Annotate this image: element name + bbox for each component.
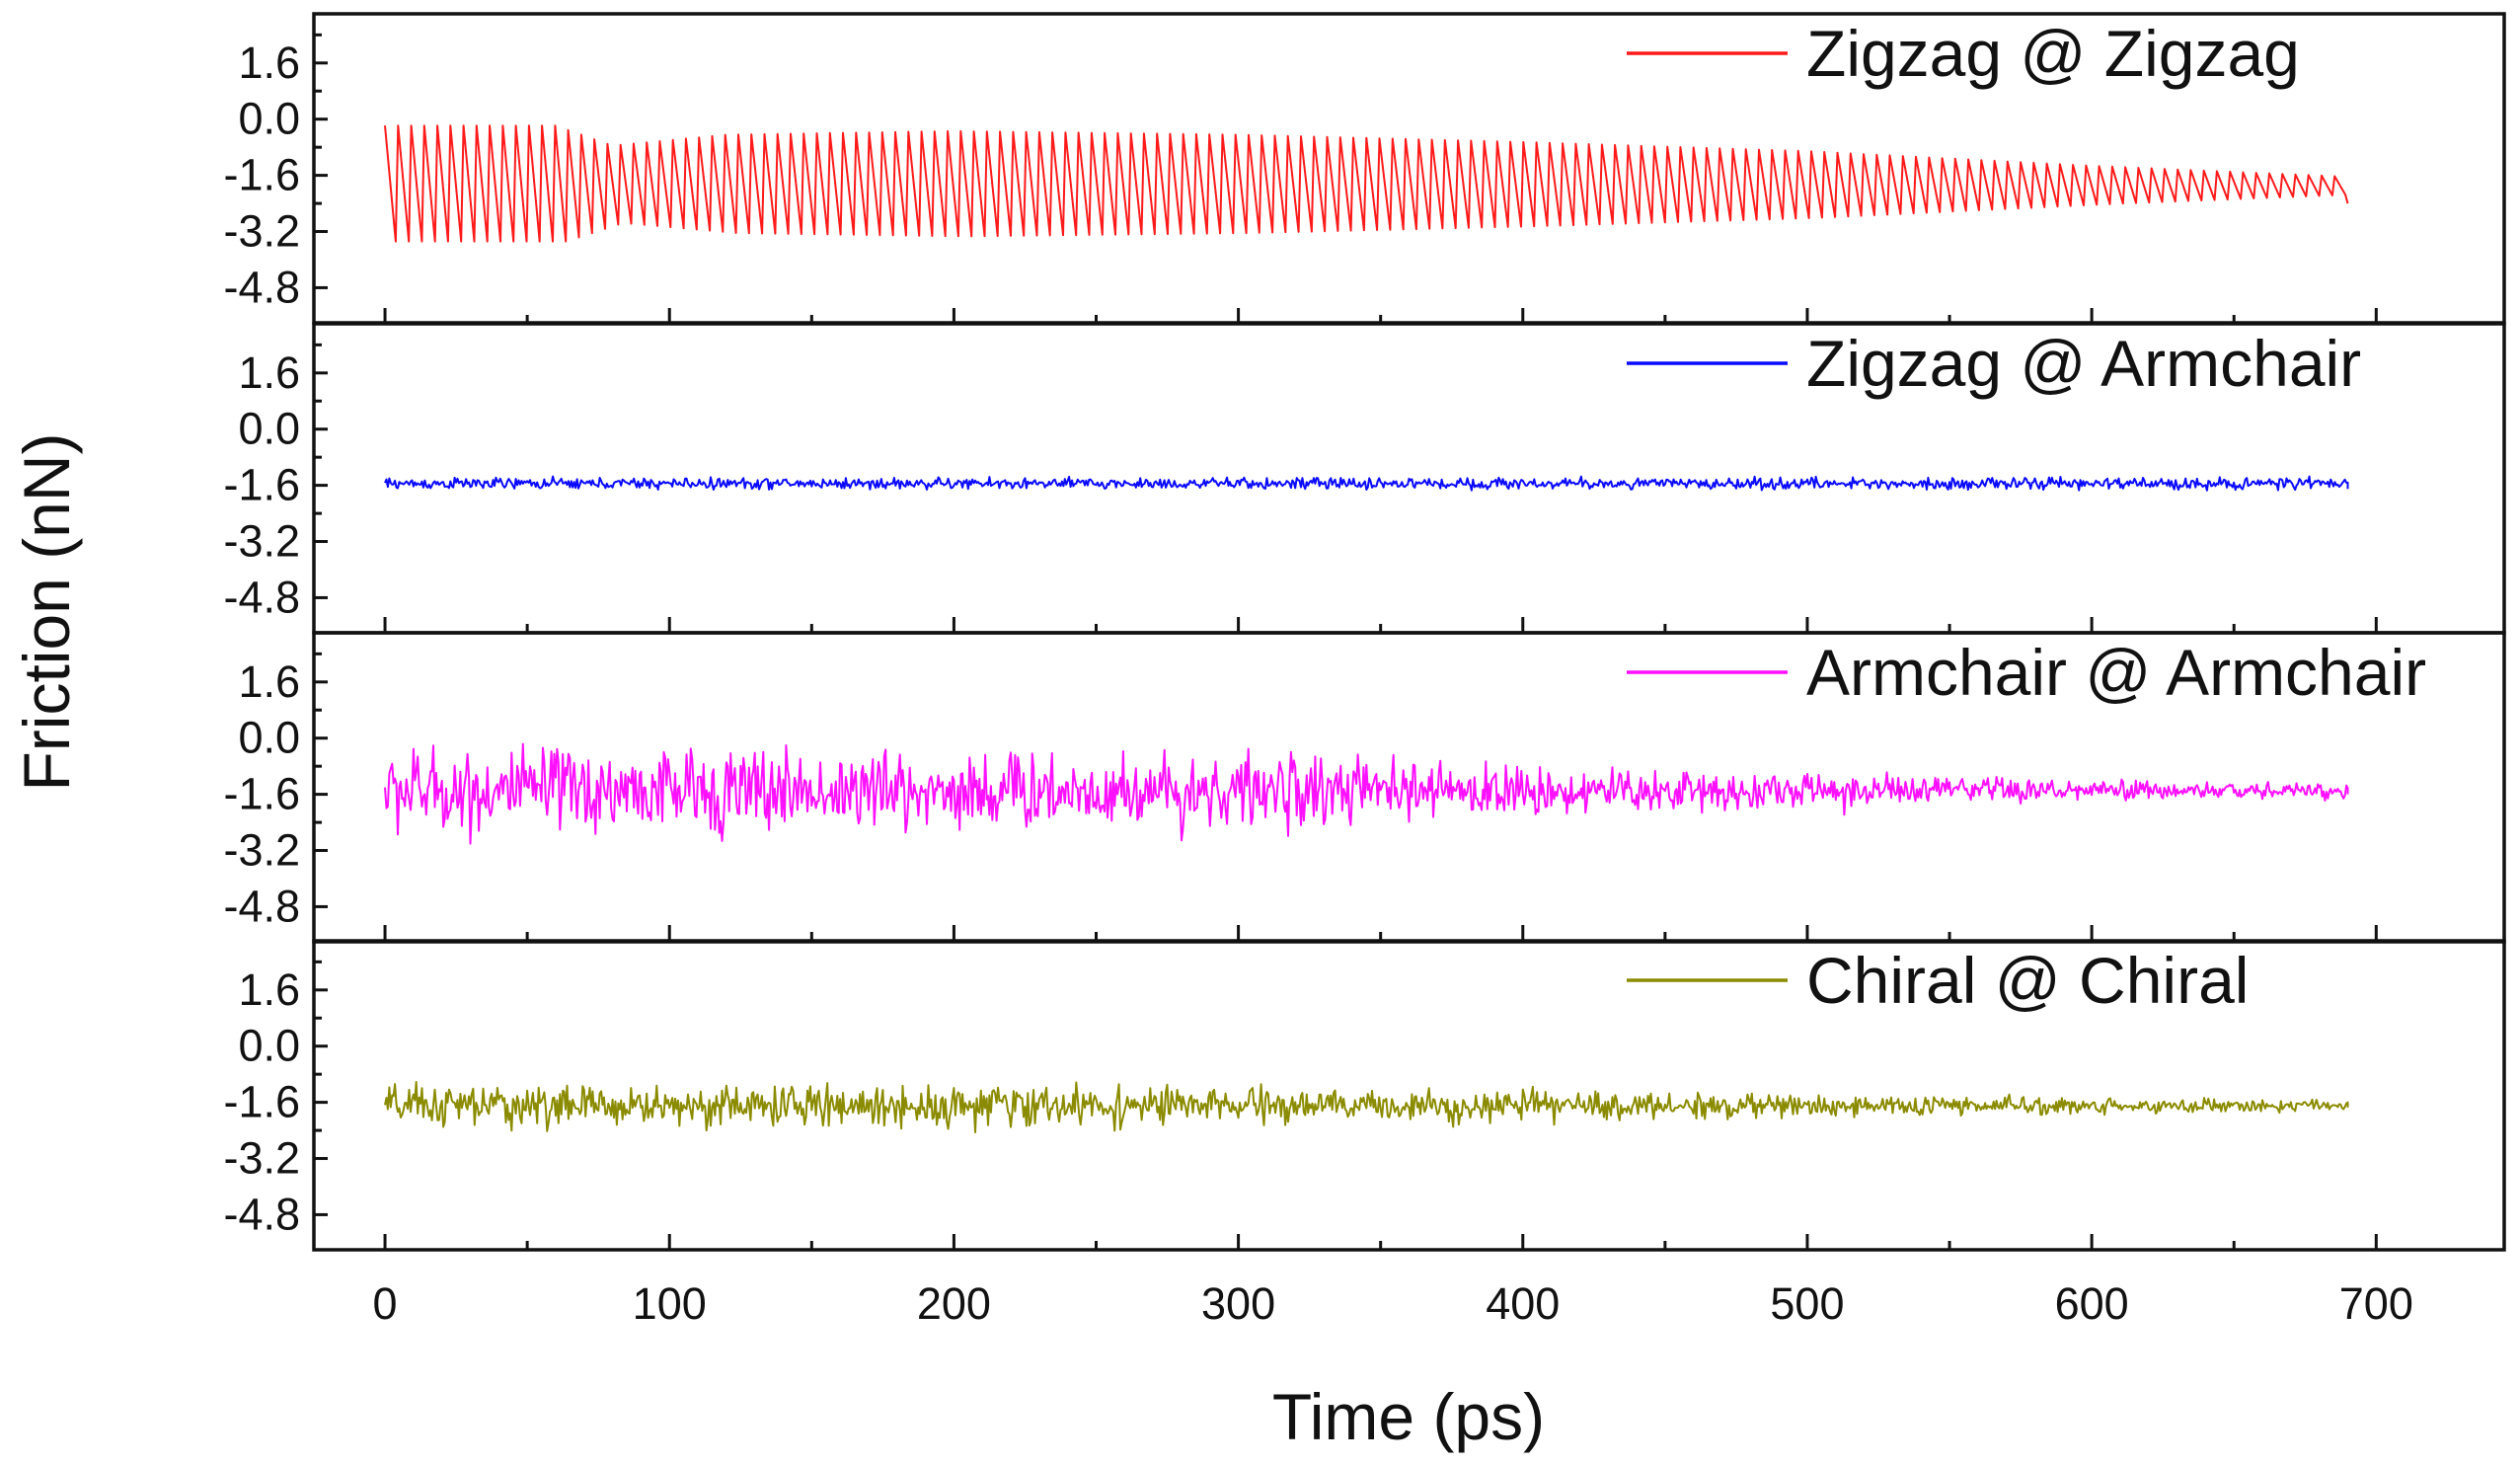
y-tick-label: -3.2	[223, 516, 300, 567]
x-tick-label: 500	[1770, 1278, 1844, 1329]
x-tick-label: 300	[1201, 1278, 1275, 1329]
y-tick-label: -1.6	[223, 769, 300, 819]
x-tick-label: 600	[2055, 1278, 2129, 1329]
series-line-armchair-on-armchair	[384, 742, 2349, 845]
panel-armchair-on-armchair: 1.6 0.0 -1.6 -3.2-4.8 Armchair @ Armchair	[223, 631, 2506, 944]
legend-label-armchair-on-armchair: Armchair @ Armchair	[1806, 636, 2426, 709]
panel-zigzag-on-armchair: 1.6 0.0 -1.6 -3.2-4.8 Zigzag @ Armchair	[223, 322, 2506, 635]
y-tick-label: 1.6	[238, 964, 300, 1015]
y-tick-label: -1.6	[223, 460, 300, 510]
y-tick-label: -3.2	[223, 1133, 300, 1184]
y-tick-label: -4.8	[223, 881, 300, 931]
y-tick-label: 0.0	[238, 94, 300, 144]
x-axis: 0 100 200 300 400 500 600 700	[373, 308, 2413, 1329]
y-tick-label: 0.0	[238, 1021, 300, 1071]
x-tick-label: 400	[1486, 1278, 1560, 1329]
y-tick-label: 0.0	[238, 404, 300, 454]
x-tick-label: 0	[373, 1278, 398, 1329]
legend-label-zigzag-on-armchair: Zigzag @ Armchair	[1806, 327, 2361, 400]
y-tick-label: -1.6	[223, 1077, 300, 1127]
x-tick-label: 200	[917, 1278, 991, 1329]
panel-frame	[312, 939, 2506, 1252]
panel-chiral-on-chiral: 1.6 0.0 -1.6 -3.2-4.8 Chiral @ Chiral	[223, 939, 2506, 1252]
y-tick-label: 1.6	[238, 656, 300, 707]
x-axis-title: Time (ps)	[1272, 1380, 1545, 1453]
legend-label-chiral-on-chiral: Chiral @ Chiral	[1806, 944, 2249, 1017]
y-tick-label: -3.2	[223, 206, 300, 257]
y-tick-label: 0.0	[238, 713, 300, 763]
series-line-zigzag-on-zigzag	[384, 124, 2349, 243]
y-axis-title: Friction (nN)	[10, 432, 83, 791]
y-tick-label: -1.6	[223, 150, 300, 200]
y-tick-label: -4.8	[223, 262, 300, 312]
y-tick-label: -4.8	[223, 572, 300, 622]
panel-zigzag-on-zigzag: 1.6 0.0 -1.6 -3.2-4.8 Zigzag @ Zigzag	[223, 12, 2506, 325]
series-line-chiral-on-chiral	[384, 1081, 2349, 1133]
x-tick-label: 700	[2339, 1278, 2413, 1329]
y-tick-label: 1.6	[238, 38, 300, 88]
y-tick-label: -3.2	[223, 825, 300, 876]
y-tick-label: -4.8	[223, 1189, 300, 1239]
series-line-zigzag-on-armchair	[384, 475, 2349, 492]
y-tick-label: 1.6	[238, 347, 300, 398]
legend-label-zigzag-on-zigzag: Zigzag @ Zigzag	[1806, 17, 2300, 90]
x-tick-label: 100	[633, 1278, 707, 1329]
